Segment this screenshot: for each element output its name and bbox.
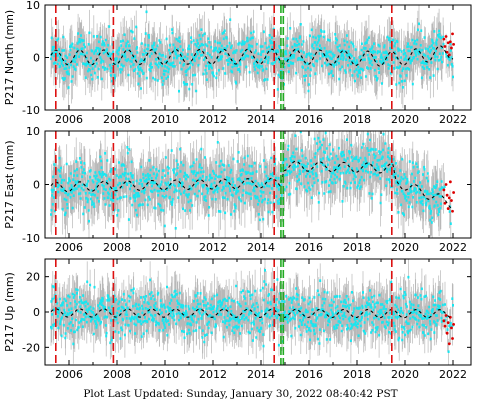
- recent-point: [446, 321, 450, 324]
- recent-point: [446, 41, 450, 45]
- recent-points: [442, 32, 455, 57]
- y-tick-label: 10: [26, 125, 40, 138]
- y-tick-label: 0: [33, 179, 40, 192]
- recent-point: [444, 35, 448, 38]
- x-tick-label: 2016: [295, 368, 323, 381]
- x-tick-label: 2022: [439, 368, 467, 381]
- plot-area: [50, 131, 455, 238]
- x-tick-label: 2014: [247, 241, 275, 254]
- recent-point: [444, 183, 448, 186]
- recent-points: [442, 180, 455, 213]
- recent-point: [445, 331, 449, 335]
- recent-point: [452, 191, 455, 194]
- recent-point: [452, 322, 455, 326]
- panel-3: -20 0 20 2006 2008 2010 2012 2014 2016 2018 2020 20…: [3, 258, 472, 381]
- x-tick-label: 2020: [391, 241, 419, 254]
- recent-point: [443, 45, 447, 48]
- x-tick-label: 2012: [199, 113, 227, 126]
- panel-2: -10 0 10 2006 2008 2010 2012 2014 2016 2018 2020 20…: [3, 125, 472, 254]
- recent-point: [447, 342, 451, 346]
- y-axis-label: P217 North (mm): [3, 10, 16, 105]
- x-tick-label: 2014: [247, 113, 275, 126]
- x-tick-label: 2006: [55, 368, 83, 381]
- x-tick-label: 2010: [151, 368, 179, 381]
- y-tick-label: 0: [33, 52, 40, 65]
- y-tick-label: 20: [26, 271, 40, 284]
- panel-1: -10 0 10 2006 2008 2010 2012 2014 2016 2018 2020 20…: [3, 0, 472, 126]
- recent-point: [450, 199, 453, 202]
- x-tick-label: 2006: [55, 241, 83, 254]
- y-axis-label: P217 Up (mm): [3, 272, 16, 352]
- y-tick-label: 0: [33, 306, 40, 319]
- x-tick-label: 2018: [343, 368, 371, 381]
- recent-point: [451, 209, 454, 213]
- x-tick-label: 2014: [247, 368, 275, 381]
- y-tick-label: -10: [22, 104, 40, 117]
- x-tick-label: 2012: [199, 368, 227, 381]
- recent-point: [446, 207, 450, 210]
- x-tick-label: 2010: [151, 241, 179, 254]
- x-tick-label: 2012: [199, 241, 227, 254]
- recent-point: [442, 188, 446, 192]
- x-tick-label: 2022: [439, 241, 467, 254]
- x-tick-label: 2008: [103, 113, 131, 126]
- x-tick-label: 2008: [103, 241, 131, 254]
- x-tick-label: 2020: [391, 368, 419, 381]
- recent-point: [445, 50, 449, 54]
- recent-point: [448, 180, 452, 184]
- observed-positions: [50, 269, 454, 353]
- x-tick-label: 2020: [391, 113, 419, 126]
- recent-point: [443, 201, 447, 205]
- recent-point: [451, 32, 454, 36]
- plot-area: [50, 5, 455, 110]
- recent-point: [442, 37, 446, 41]
- recent-point: [443, 324, 447, 328]
- recent-point: [447, 53, 451, 57]
- recent-point: [445, 193, 449, 197]
- observed-positions: [50, 131, 452, 230]
- plot-area: [50, 259, 455, 365]
- x-tick-label: 2008: [103, 368, 131, 381]
- y-tick-label: -10: [22, 232, 40, 245]
- x-tick-label: 2006: [55, 113, 83, 126]
- recent-point: [452, 42, 455, 46]
- recent-point: [442, 319, 446, 323]
- x-tick-label: 2022: [439, 113, 467, 126]
- recent-point: [447, 196, 451, 200]
- x-tick-label: 2016: [295, 241, 323, 254]
- model-curve: [50, 45, 454, 67]
- recent-point: [444, 314, 448, 317]
- y-tick-label: 10: [26, 0, 40, 12]
- x-tick-label: 2010: [151, 113, 179, 126]
- y-axis-label: P217 East (mm): [3, 140, 16, 228]
- y-tick-label: -20: [22, 341, 40, 354]
- x-tick-label: 2018: [343, 113, 371, 126]
- model-curve: [50, 160, 454, 210]
- recent-point: [448, 40, 452, 44]
- recent-point: [450, 46, 453, 50]
- x-tick-label: 2016: [295, 113, 323, 126]
- x-tick-label: 2018: [343, 241, 371, 254]
- recent-points: [442, 314, 455, 346]
- model-curve: [50, 308, 454, 319]
- recent-point: [451, 337, 454, 340]
- recent-point: [450, 326, 453, 330]
- last-updated-footer: Plot Last Updated: Sunday, January 30, 2…: [83, 388, 398, 400]
